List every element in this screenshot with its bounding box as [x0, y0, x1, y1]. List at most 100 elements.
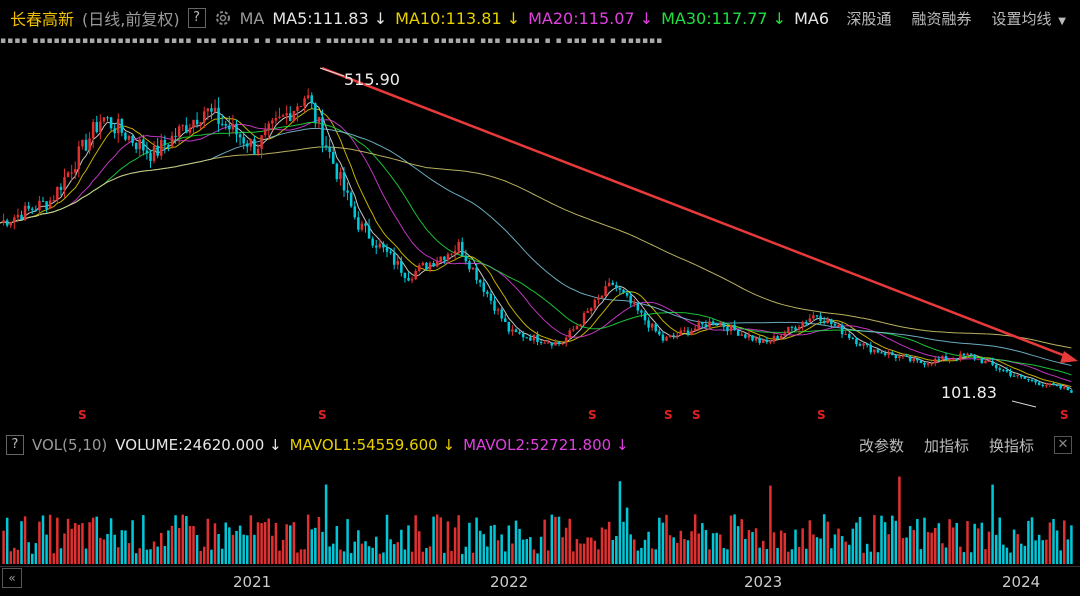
- s-marker[interactable]: S: [78, 408, 87, 422]
- volume-bar: [908, 526, 912, 564]
- volume-bar: [604, 529, 607, 564]
- volume-bar: [959, 546, 962, 564]
- candle-body: [969, 353, 973, 355]
- volume-bar: [99, 537, 102, 564]
- s-marker[interactable]: S: [817, 408, 826, 422]
- price-chart[interactable]: [0, 54, 1080, 432]
- candle-body: [622, 289, 625, 293]
- volume-bar: [880, 515, 883, 564]
- volume-bar: [865, 543, 869, 564]
- volume-bar: [733, 514, 736, 564]
- vol-help-icon[interactable]: ?: [6, 435, 24, 455]
- candle-body: [486, 291, 489, 294]
- volume-bar: [944, 547, 948, 564]
- candle-body: [758, 337, 761, 343]
- volume-bar: [636, 550, 640, 564]
- volume-bar: [134, 553, 138, 564]
- help-icon[interactable]: ?: [187, 8, 206, 28]
- volume-bar: [632, 539, 636, 564]
- volume-bar: [1070, 525, 1073, 564]
- candle-body: [127, 135, 131, 140]
- candle-body: [407, 278, 410, 281]
- candle-body: [876, 349, 880, 353]
- candle-body: [339, 172, 342, 180]
- candle-body: [1034, 380, 1037, 383]
- candle-body: [593, 299, 597, 309]
- x-axis: 2021 2022 2023 2024: [0, 566, 1080, 596]
- ma20-line: [0, 119, 1072, 383]
- link-margin[interactable]: 融资融券: [911, 9, 972, 28]
- candle-body: [13, 217, 16, 222]
- change-indicator-button[interactable]: 换指标: [988, 436, 1034, 455]
- volume-bar: [1034, 540, 1037, 564]
- scroll-left-icon[interactable]: «: [2, 568, 22, 588]
- volume-chart[interactable]: [0, 458, 1080, 566]
- candle-body: [787, 326, 790, 334]
- candle-body: [711, 321, 715, 325]
- candle-body: [905, 355, 908, 357]
- volume-bar: [450, 551, 453, 564]
- volume-bar: [855, 522, 858, 564]
- volume-bar: [1045, 539, 1048, 564]
- candle-body: [744, 334, 747, 338]
- s-marker[interactable]: S: [588, 408, 597, 422]
- volume-bar: [1052, 519, 1055, 564]
- candle-body: [421, 262, 425, 266]
- candle-body: [321, 117, 324, 146]
- candle-body: [288, 113, 292, 122]
- candle-body: [102, 117, 106, 122]
- link-hk-connect[interactable]: 深股通: [846, 9, 892, 28]
- vol-indicator-name[interactable]: VOL(5,10): [32, 436, 108, 454]
- stock-name[interactable]: 长春高新: [10, 10, 75, 29]
- candle-body: [761, 339, 765, 343]
- candle-body: [202, 111, 206, 123]
- volume-bar: [403, 549, 407, 564]
- candle-body: [389, 251, 392, 253]
- candle-body: [869, 344, 873, 353]
- add-indicator-button[interactable]: 加指标: [923, 436, 969, 455]
- volume-bar: [1055, 530, 1059, 564]
- x-axis-year: 2021: [233, 573, 272, 591]
- candle-body: [822, 320, 826, 323]
- volume-bar: [847, 544, 851, 564]
- volume-bar: [88, 522, 91, 564]
- candle-body: [898, 356, 901, 359]
- candle-body: [604, 286, 607, 296]
- candle-body: [1023, 376, 1027, 379]
- volume-bar: [152, 541, 156, 564]
- ma-label[interactable]: MA: [239, 8, 265, 28]
- candle-body: [579, 324, 582, 326]
- volume-bar: [389, 539, 392, 564]
- candle-body: [439, 256, 443, 262]
- s-marker[interactable]: S: [664, 408, 673, 422]
- volume-bar: [654, 549, 658, 564]
- link-set-ma[interactable]: 设置均线 ▼: [992, 8, 1073, 29]
- candle-body: [27, 205, 30, 209]
- x-axis-year: 2024: [1002, 573, 1041, 591]
- candle-body: [1012, 375, 1016, 377]
- volume-bar: [310, 529, 314, 564]
- volume-bar: [192, 526, 195, 564]
- volume-bar: [224, 522, 228, 564]
- candle-body: [468, 261, 471, 270]
- period-label[interactable]: (日线,前复权): [82, 10, 180, 29]
- candle-body: [901, 355, 905, 357]
- candle-body: [815, 315, 819, 317]
- candle-body: [9, 221, 13, 226]
- candle-body: [59, 186, 63, 190]
- gear-icon[interactable]: [214, 9, 232, 27]
- s-marker[interactable]: S: [1060, 408, 1069, 422]
- edit-params-button[interactable]: 改参数: [858, 436, 904, 455]
- volume-bar: [414, 515, 417, 564]
- s-marker[interactable]: S: [692, 408, 701, 422]
- volume-bar: [263, 522, 267, 564]
- close-icon[interactable]: ✕: [1054, 436, 1072, 454]
- volume-bar: [804, 548, 808, 564]
- volume-bar: [704, 530, 708, 564]
- s-marker[interactable]: S: [318, 408, 327, 422]
- candle-body: [131, 135, 134, 143]
- candle-body: [794, 327, 797, 330]
- volume-bar: [661, 522, 665, 564]
- volume-bar: [765, 549, 769, 564]
- volume-bar: [1016, 534, 1019, 564]
